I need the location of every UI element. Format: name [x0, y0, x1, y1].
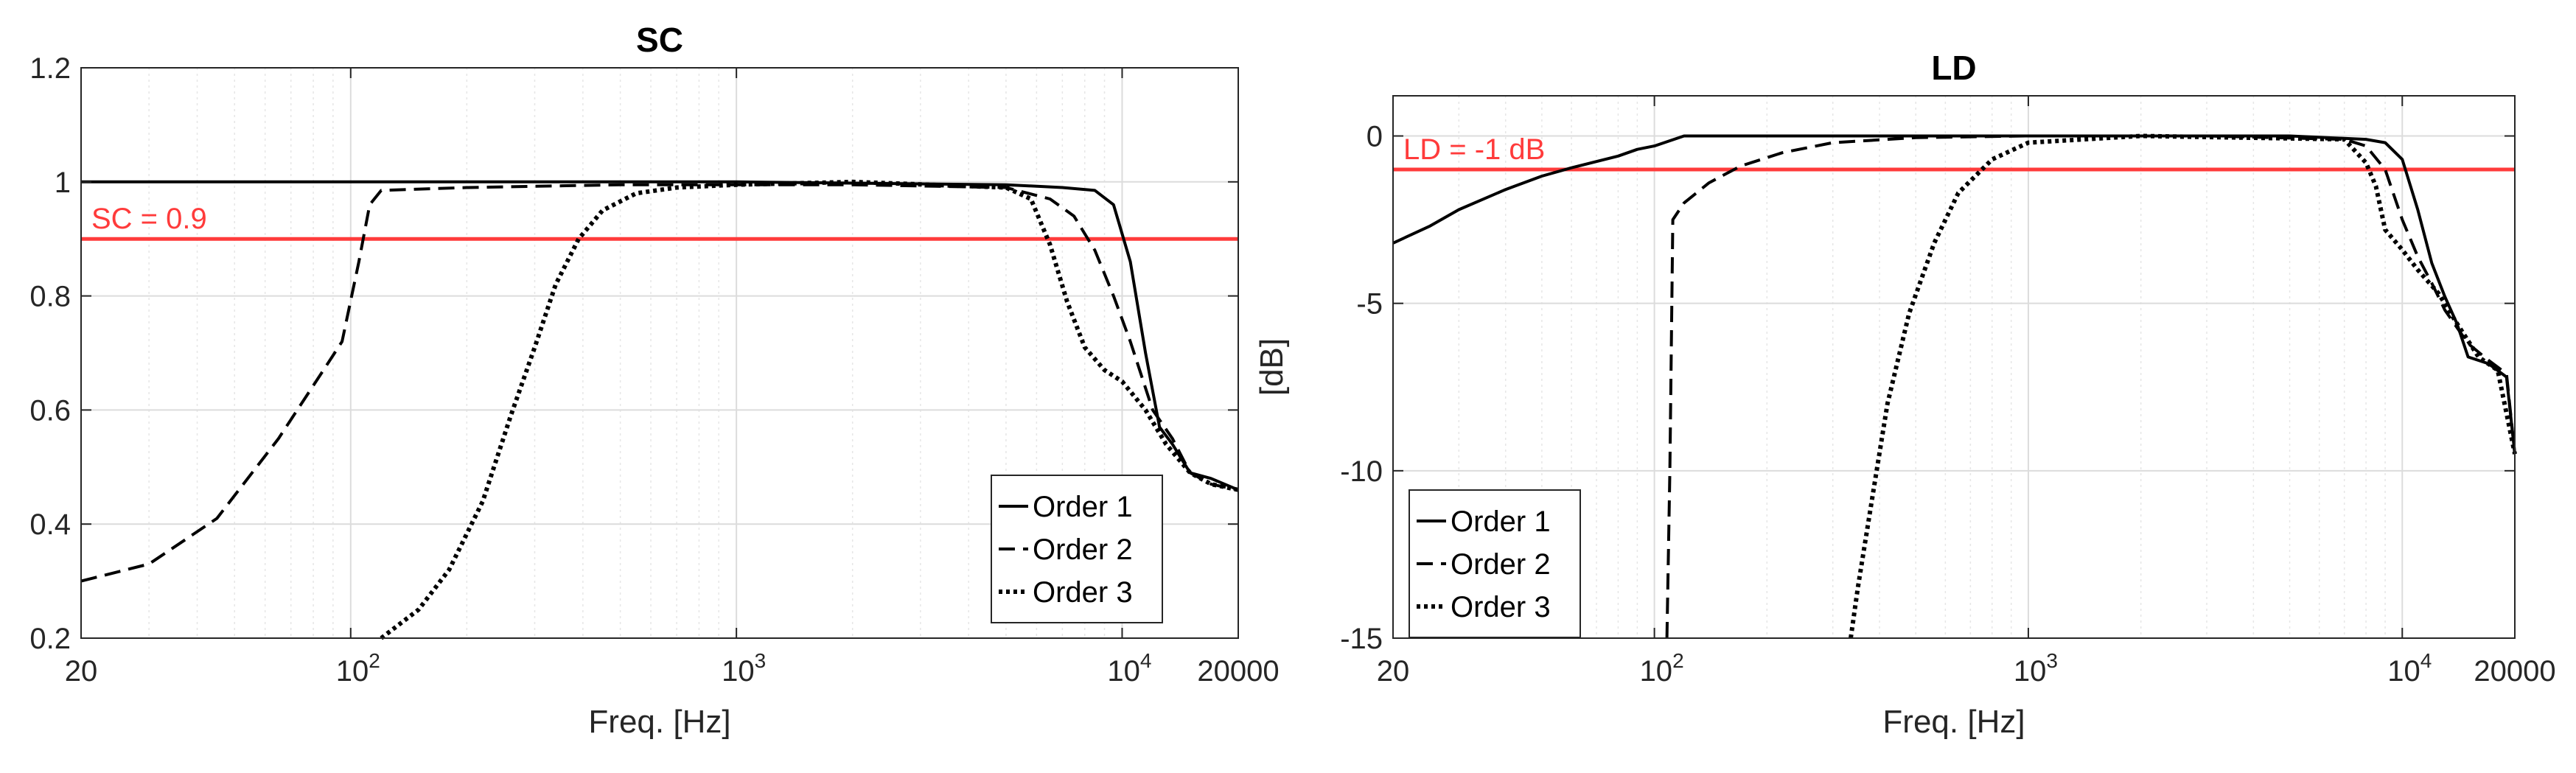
x-tick-label: 102: [1640, 649, 1684, 688]
x-tick-label-exponent: 2: [1672, 649, 1684, 672]
y-axis-label: [dB]: [1254, 338, 1290, 396]
x-tick-label-base: 10: [336, 655, 369, 688]
legend-label-order-2: Order 2: [1033, 534, 1133, 566]
legend: Order 1 Order 2 Order 3: [991, 475, 1163, 623]
y-tick-label: 0.8: [29, 281, 71, 313]
axes-box: [80, 67, 1239, 639]
x-tick-label: 20000: [1197, 655, 1279, 688]
x-tick-label: 104: [2387, 649, 2432, 688]
chart-title: LD: [1931, 49, 1976, 87]
chart-title: SC: [636, 21, 683, 59]
legend-box: [1409, 489, 1581, 638]
y-tick-label: 0.6: [29, 394, 71, 427]
axes-box: [1392, 95, 2516, 639]
y-tick-label: -15: [1340, 623, 1383, 655]
legend-label-order-3: Order 3: [1451, 591, 1551, 623]
y-tick-label: 0.2: [29, 623, 71, 655]
legend-label-order-1: Order 1: [1451, 506, 1551, 538]
y-tick-label: 1: [55, 167, 71, 199]
x-tick-label-base: 10: [1107, 655, 1140, 688]
legend-label-order-2: Order 2: [1451, 548, 1551, 581]
x-tick-label-exponent: 3: [755, 649, 767, 672]
x-tick-label-exponent: 2: [369, 649, 380, 672]
x-tick-label-exponent: 3: [2046, 649, 2058, 672]
y-tick-label: 0.4: [29, 508, 71, 541]
x-tick-label-base: 20000: [1197, 655, 1279, 688]
x-tick-label: 20: [65, 655, 98, 688]
chart-panel-sc: SC = 0.920 102 103 104 200000.20.40.60.811.2…: [29, 21, 1279, 740]
legend-label-order-1: Order 1: [1033, 491, 1133, 523]
x-axis-label: Freq. [Hz]: [588, 704, 730, 740]
y-tick-label: -10: [1340, 455, 1383, 488]
x-tick-label: 103: [722, 649, 766, 688]
x-tick-label-exponent: 4: [2420, 649, 2432, 672]
series-line-order-3: [380, 179, 1239, 640]
y-tick-label: 1.2: [29, 52, 71, 85]
legend: Order 1 Order 2 Order 3: [1409, 489, 1581, 638]
legend-label-order-3: Order 3: [1033, 576, 1133, 609]
y-tick-label: -5: [1356, 288, 1383, 321]
x-tick-label-exponent: 4: [1140, 649, 1152, 672]
series-line-order-3: [1849, 133, 2517, 639]
y-tick-label: 0: [1366, 121, 1383, 153]
x-tick-label-base: 20000: [2474, 655, 2555, 688]
x-tick-label: 104: [1107, 649, 1151, 688]
x-tick-label: 20000: [2474, 655, 2555, 688]
legend-box: [991, 475, 1163, 623]
x-tick-label-base: 10: [722, 655, 755, 688]
x-tick-label: 102: [336, 649, 380, 688]
x-tick-label: 20: [1377, 655, 1410, 688]
x-tick-label-base: 20: [65, 655, 98, 688]
x-tick-label-base: 10: [2387, 655, 2420, 688]
x-axis-label: Freq. [Hz]: [1882, 704, 2025, 740]
x-tick-label-base: 10: [2014, 655, 2047, 688]
threshold-label: LD = -1 dB: [1403, 133, 1545, 166]
threshold-label: SC = 0.9: [91, 203, 207, 235]
x-tick-label-base: 10: [1640, 655, 1673, 688]
x-tick-label-base: 20: [1377, 655, 1410, 688]
x-tick-label: 103: [2014, 649, 2058, 688]
